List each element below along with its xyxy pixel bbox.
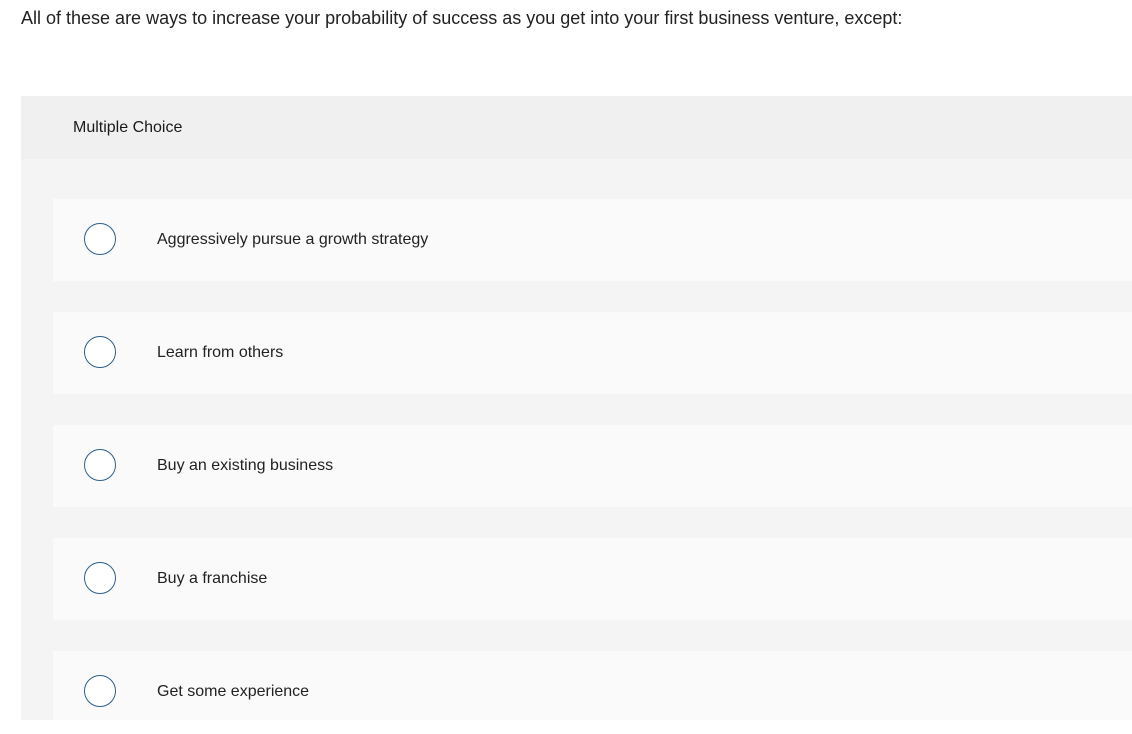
radio-button[interactable] <box>84 562 116 594</box>
radio-button[interactable] <box>84 223 116 255</box>
option-5[interactable]: Get some experience <box>53 651 1132 720</box>
radio-button[interactable] <box>84 336 116 368</box>
question-text: All of these are ways to increase your p… <box>21 8 903 28</box>
option-label: Buy an existing business <box>157 457 334 474</box>
radio-button[interactable] <box>84 449 116 481</box>
option-3[interactable]: Buy an existing business <box>53 425 1132 507</box>
option-2[interactable]: Learn from others <box>53 312 1132 394</box>
option-label: Buy a franchise <box>157 570 268 587</box>
option-label: Get some experience <box>157 683 310 700</box>
radio-button[interactable] <box>84 675 116 707</box>
option-1[interactable]: Aggressively pursue a growth strategy <box>53 199 1132 281</box>
option-4[interactable]: Buy a franchise <box>53 538 1132 620</box>
option-label: Learn from others <box>157 344 284 361</box>
answer-panel: Multiple Choice Aggressively pursue a gr… <box>21 96 1132 720</box>
option-label: Aggressively pursue a growth strategy <box>157 231 429 248</box>
question-type-label: Multiple Choice <box>21 96 1132 159</box>
